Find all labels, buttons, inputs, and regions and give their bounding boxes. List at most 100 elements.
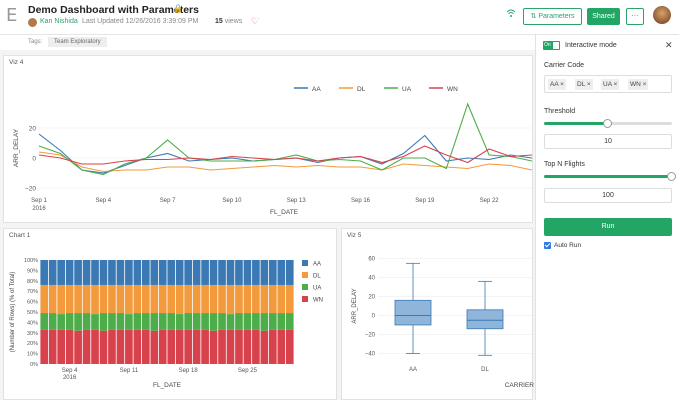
parameters-button[interactable]: ⇅ Parameters — [523, 8, 582, 25]
carrier-chip-aa-label: AA — [550, 81, 559, 88]
bar-segment-aa — [209, 260, 218, 285]
run-button[interactable]: Run — [544, 218, 672, 236]
shared-button[interactable]: Shared — [587, 8, 620, 25]
auto-run-checkbox[interactable] — [544, 242, 551, 249]
x-tick-label: Sep 4 — [62, 368, 78, 374]
legend-label-ua: UA — [313, 286, 321, 292]
bar-segment-wn — [150, 330, 159, 364]
y-tick-label: −20 — [365, 332, 376, 338]
bar-segment-wn — [125, 329, 133, 364]
bar-segment-ua — [252, 313, 260, 330]
y-tick-label: 30% — [27, 331, 38, 337]
bar-segment-ua — [209, 313, 218, 331]
bar-segment-dl — [133, 284, 142, 314]
threshold-slider-handle[interactable] — [603, 119, 612, 128]
bar-segment-aa — [82, 260, 91, 285]
bar-segment-ua — [201, 313, 209, 330]
remove-chip-icon[interactable]: × — [642, 81, 647, 88]
top-n-slider-handle[interactable] — [667, 172, 676, 181]
bar-segment-ua — [108, 313, 116, 330]
tags-row: Tags: Team Exploratory — [0, 35, 535, 50]
auto-run-label: Auto Run — [554, 242, 582, 249]
wifi-icon[interactable] — [506, 9, 516, 21]
bar-segment-wn — [74, 330, 82, 364]
carrier-code-multiselect[interactable]: AA × DL × UA × WN × — [544, 75, 672, 93]
bar-segment-wn — [218, 329, 226, 364]
bar-segment-aa — [243, 260, 252, 285]
close-icon[interactable]: ✕ — [665, 40, 673, 50]
bar-segment-aa — [218, 260, 226, 285]
bar-segment-ua — [91, 314, 99, 330]
bar-segment-wn — [285, 329, 294, 364]
page-title: Demo Dashboard with Parameters — [28, 4, 199, 16]
parameters-button-label: Parameters — [538, 13, 575, 20]
user-avatar[interactable] — [653, 6, 671, 24]
carrier-chip-aa[interactable]: AA × — [548, 79, 566, 90]
bar-segment-ua — [142, 313, 150, 330]
author-link[interactable]: Kan Nishida — [40, 18, 78, 25]
tag-chip[interactable]: Team Exploratory — [48, 37, 107, 47]
bar-segment-aa — [158, 260, 167, 285]
carrier-chip-ua[interactable]: UA × — [601, 79, 620, 90]
legend-label-dl: DL — [357, 86, 366, 93]
bar-segment-wn — [209, 330, 218, 364]
top-n-slider[interactable] — [544, 175, 672, 178]
x-tick-label: Sep 4 — [95, 198, 111, 204]
remove-chip-icon[interactable]: × — [586, 81, 591, 88]
y-tick-label: 20% — [27, 341, 38, 347]
carrier-chip-dl-label: DL — [577, 81, 586, 88]
toggle-on-label: On — [544, 42, 551, 48]
bar-segment-ua — [235, 313, 243, 330]
bar-segment-wn — [108, 329, 116, 364]
y-tick-label: 100% — [24, 258, 38, 264]
bar-segment-dl — [260, 284, 269, 314]
y-tick-label: 0 — [32, 156, 36, 163]
view-count-label: views — [224, 18, 243, 25]
threshold-input[interactable]: 10 — [544, 134, 672, 149]
chart1-title: Chart 1 — [9, 232, 31, 239]
app-logo[interactable]: E — [6, 5, 18, 26]
bar-segment-aa — [175, 260, 184, 285]
bar-segment-ua — [192, 313, 201, 330]
y-tick-label: 20 — [368, 295, 375, 301]
bar-segment-ua — [269, 313, 277, 330]
view-count: 15 views — [215, 18, 242, 25]
bar-segment-dl — [285, 284, 294, 314]
bar-segment-wn — [158, 329, 167, 364]
bar-segment-aa — [150, 260, 159, 285]
heart-icon[interactable]: ♡ — [251, 16, 260, 26]
bar-segment-aa — [133, 260, 142, 285]
y-tick-label: 50% — [27, 310, 38, 316]
bar-segment-wn — [192, 329, 201, 364]
box-dl — [466, 309, 504, 330]
bar-segment-dl — [82, 284, 91, 314]
interactive-mode-toggle[interactable]: On — [543, 41, 560, 50]
legend-label-ua: UA — [402, 86, 412, 93]
y-tick-label: 0 — [372, 313, 376, 319]
chart1-panel: Chart 1 100% 90% 80% 70% 60% 50% 40% 30% 20% 10% 0… — [3, 228, 337, 400]
bar-segment-ua — [40, 313, 49, 330]
series-line-dl — [38, 151, 533, 173]
carrier-chip-wn[interactable]: WN × — [628, 79, 649, 90]
remove-chip-icon[interactable]: × — [613, 81, 618, 88]
y-axis-title: ARR_DELAY — [352, 288, 358, 323]
legend-label-wn: WN — [313, 298, 323, 304]
bar-segment-dl — [277, 284, 286, 314]
bar-segment-aa — [226, 260, 235, 285]
bar-segment-aa — [91, 260, 99, 285]
bar-segment-aa — [201, 260, 209, 285]
bar-segment-wn — [243, 329, 252, 364]
remove-chip-icon[interactable]: × — [560, 81, 564, 88]
bar-segment-wn — [57, 329, 65, 364]
legend-swatch-dl — [302, 272, 308, 278]
chart1-stacked-bar: 100% 90% 80% 70% 60% 50% 40% 30% 20% 10% 0% Sep 4 Se… — [10, 258, 323, 389]
more-options-button[interactable]: ··· — [626, 8, 644, 25]
top-n-input[interactable]: 100 — [544, 188, 672, 203]
bar-segment-dl — [99, 284, 108, 314]
x-tick-label: Sep 7 — [160, 198, 176, 204]
bar-segment-dl — [269, 284, 277, 314]
box-aa — [394, 299, 432, 326]
y-tick-label: 70% — [27, 289, 38, 295]
interactive-mode-label: Interactive mode — [565, 42, 617, 49]
carrier-chip-dl[interactable]: DL × — [575, 79, 593, 90]
